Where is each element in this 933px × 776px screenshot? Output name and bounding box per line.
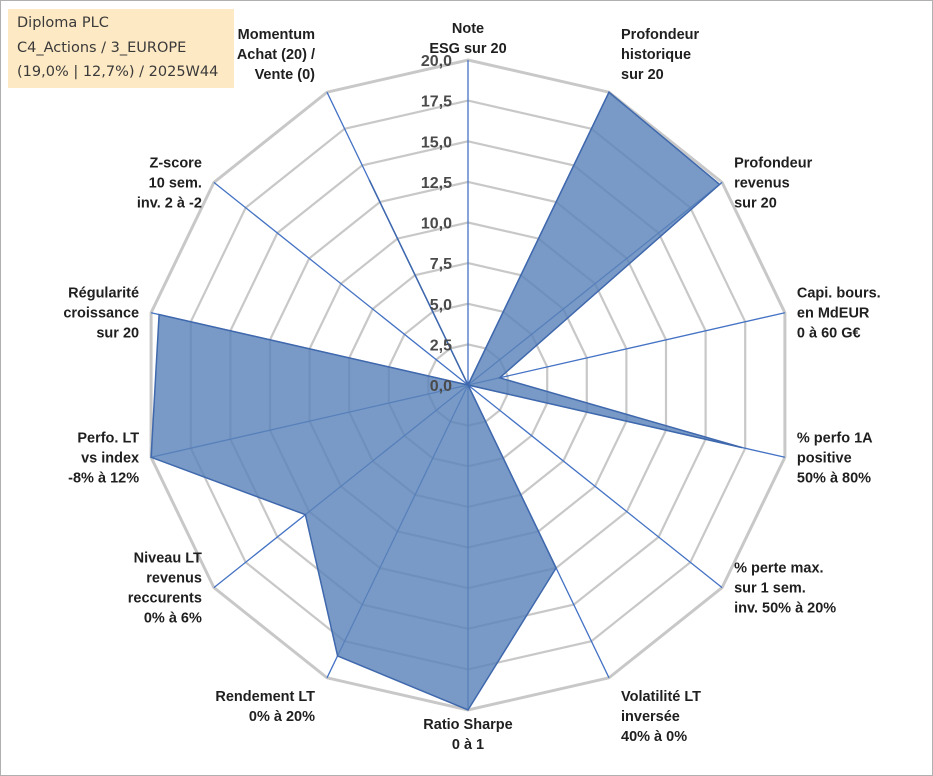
axis-label: Z-score <box>150 155 202 171</box>
axis-label-group: Momentum Achat (20) / Vente (0) <box>237 27 315 83</box>
tick-label: 7,5 <box>430 256 452 273</box>
axis-label-group: Perfo. LT vs index -8% à 12% <box>68 430 139 486</box>
axis-label-group: Profondeur revenus sur 20 <box>734 155 812 211</box>
axis-label-group: % perfo 1A positive 50% à 80% <box>797 430 873 486</box>
axis-label-group: Rendement LT 0% à 20% <box>215 689 315 725</box>
axis-label-group: Ratio Sharpe 0 à 1 <box>423 717 512 753</box>
axis-label: historique <box>621 47 691 63</box>
axis-label-group: Note ESG sur 20 <box>429 21 506 57</box>
axis-label: % perte max. <box>734 561 823 577</box>
axis-label: 0% à 6% <box>144 611 202 627</box>
axis-label-group: Capi. bours. en MdEUR 0 à 60 G€ <box>797 286 881 342</box>
axis-label: vs index <box>81 450 139 466</box>
axis-label: inversée <box>621 709 680 725</box>
axis-label: sur 20 <box>96 326 139 342</box>
axis-label: sur 20 <box>734 195 777 211</box>
axis-label: Volatilité LT <box>621 689 701 705</box>
axis-label: sur 20 <box>621 67 664 83</box>
title-box: Diploma PLC C4_Actions / 3_EUROPE (19,0%… <box>8 9 234 88</box>
axis-label: revenus <box>146 571 202 587</box>
axis-label: 10 sem. <box>149 175 202 191</box>
axis-label: 0 à 60 G€ <box>797 326 861 342</box>
axis-label: inv. 2 à -2 <box>137 195 202 211</box>
axis-label: Niveau LT <box>134 551 202 567</box>
title-company: Diploma PLC <box>17 15 109 31</box>
axis-label: 40% à 0% <box>621 729 687 745</box>
axis-label: Momentum <box>238 27 315 43</box>
axis-label-group: Volatilité LT inversée 40% à 0% <box>621 689 701 745</box>
tick-label: 17,5 <box>421 94 452 111</box>
axis-label: -8% à 12% <box>68 470 139 486</box>
title-category: C4_Actions / 3_EUROPE <box>17 39 187 56</box>
axis-line <box>213 181 469 386</box>
radar-axis-labels: Note ESG sur 20 Profondeur historique sur 20… <box>63 21 880 753</box>
tick-label: 0,0 <box>430 378 452 395</box>
tick-label: 2,5 <box>430 337 452 354</box>
axis-label: inv. 50% à 20% <box>734 601 836 617</box>
axis-label: croissance <box>63 306 139 322</box>
tick-label: 15,0 <box>421 134 452 151</box>
axis-line <box>467 312 786 386</box>
axis-label: Vente (0) <box>255 67 316 83</box>
axis-label-group: Niveau LT revenus reccurents 0% à 6% <box>128 551 202 627</box>
axis-label: en MdEUR <box>797 306 870 322</box>
axis-label: Régularité <box>68 286 139 302</box>
axis-label: 0 à 1 <box>452 737 484 753</box>
axis-label: Ratio Sharpe <box>423 717 512 733</box>
axis-label: Note <box>452 21 484 37</box>
tick-label: 5,0 <box>430 297 452 314</box>
axis-label: Capi. bours. <box>797 286 881 302</box>
axis-label-group: Z-score 10 sem. inv. 2 à -2 <box>137 155 202 211</box>
axis-label: reccurents <box>128 591 202 607</box>
axis-label: 0% à 20% <box>249 709 315 725</box>
axis-label: 50% à 80% <box>797 470 871 486</box>
axis-label: Achat (20) / <box>237 47 315 63</box>
axis-label: Profondeur <box>621 27 699 43</box>
axis-label-group: % perte max. sur 1 sem. inv. 50% à 20% <box>734 561 836 617</box>
axis-label: positive <box>797 450 852 466</box>
radar-ticks: 0,0 2,5 5,0 7,5 10,0 12,5 15,0 17,5 20,0 <box>421 53 452 395</box>
title-stats: (19,0% | 12,7%) / 2025W44 <box>17 64 219 80</box>
axis-label: ESG sur 20 <box>429 41 506 57</box>
tick-label: 10,0 <box>421 216 452 233</box>
axis-label: sur 1 sem. <box>734 581 806 597</box>
axis-line <box>467 384 723 589</box>
axis-label-group: Régularité croissance sur 20 <box>63 286 139 342</box>
tick-label: 12,5 <box>421 175 452 192</box>
axis-label: revenus <box>734 175 790 191</box>
radar-series <box>150 91 743 711</box>
axis-label: Perfo. LT <box>77 430 139 446</box>
tick-label: 20,0 <box>421 53 452 70</box>
axis-label: % perfo 1A <box>797 430 873 446</box>
axis-label: Profondeur <box>734 155 812 171</box>
axis-label: Rendement LT <box>215 689 315 705</box>
axis-label-group: Profondeur historique sur 20 <box>621 27 699 83</box>
